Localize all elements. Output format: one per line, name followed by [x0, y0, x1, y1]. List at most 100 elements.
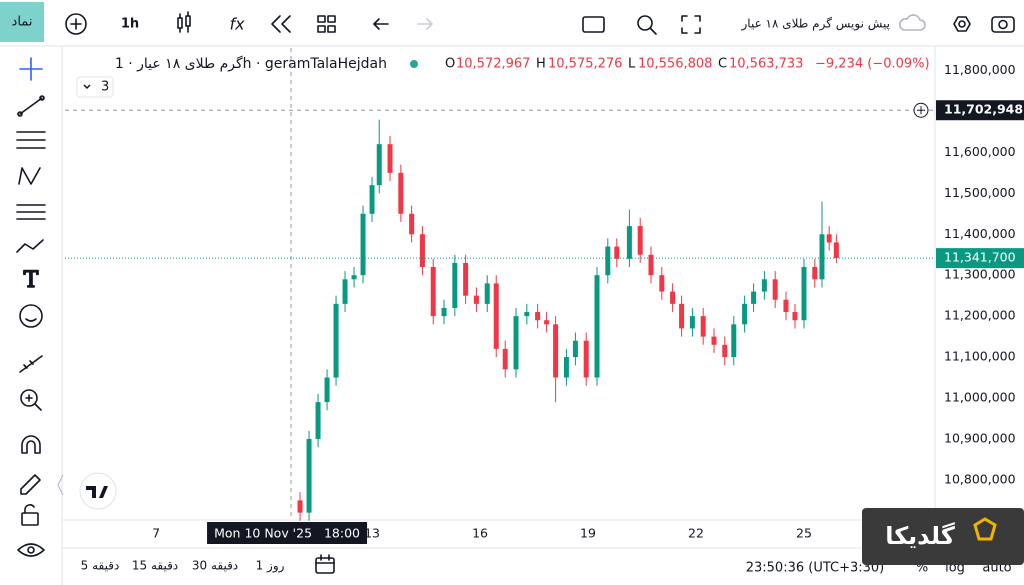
collapse-handle[interactable]: [57, 474, 64, 496]
candle-body: [700, 316, 706, 337]
symbol-label[interactable]: نماد: [12, 15, 33, 30]
candle-body: [626, 226, 632, 259]
candle-body: [369, 185, 375, 214]
candle-body: [637, 226, 643, 255]
candle-body: [430, 267, 436, 317]
crosshair-add-plus: [917, 106, 925, 115]
layouts[interactable]: [317, 15, 336, 33]
symbol-button[interactable]: [0, 2, 44, 42]
legend-value: 10,575,276: [548, 57, 622, 72]
chart-type[interactable]: [177, 11, 191, 33]
candle-body: [419, 234, 425, 268]
legend-key: H: [536, 57, 546, 72]
crosshair-price-label: 11,702,948: [944, 102, 1023, 117]
x-tick-label: 13: [364, 526, 380, 541]
candle-body: [742, 303, 748, 325]
replay[interactable]: [271, 15, 291, 33]
y-tick-label: 11,100,000: [944, 349, 1016, 364]
undo[interactable]: [373, 18, 389, 30]
legend-value: 10,572,967: [456, 57, 530, 72]
range-button[interactable]: 15 دقیقه: [132, 559, 178, 573]
top-toolbar: [0, 0, 1024, 46]
candle-body: [605, 246, 611, 276]
candle-body: [801, 267, 807, 321]
settings[interactable]: [953, 16, 971, 32]
candle-body: [594, 275, 600, 378]
cloud[interactable]: [899, 14, 926, 31]
candle-body: [535, 312, 541, 321]
x-tick-label: 22: [688, 526, 704, 541]
candle-body: [731, 324, 737, 358]
candle-body: [812, 267, 818, 280]
legend-key: L: [628, 57, 636, 72]
indicators-icon[interactable]: fx: [229, 15, 245, 34]
candle-body: [711, 336, 717, 345]
candle-body: [513, 316, 519, 370]
draft-label[interactable]: پیش نویس گرم طلای ۱۸ عیار: [741, 17, 891, 32]
fullscreen-box[interactable]: [582, 16, 605, 33]
candle-body: [783, 299, 789, 313]
candle-body: [409, 213, 415, 235]
x-tick-label: 19: [580, 526, 596, 541]
candle-body: [792, 312, 798, 321]
legend-key: O: [445, 57, 455, 72]
candle-body: [324, 377, 330, 403]
legend-title: گرم طلای ۱۸ عیار · 1h · geramTalaHejdah: [115, 55, 387, 72]
candle-body: [670, 291, 676, 304]
crosshair-price-box: [936, 100, 1024, 121]
candle-body: [502, 348, 508, 370]
expand[interactable]: [681, 15, 701, 34]
watermark-icon: [973, 517, 997, 541]
drawing-tools[interactable]: T: [16, 57, 46, 557]
candle-body: [833, 242, 839, 259]
candle-body: [544, 320, 550, 325]
candle-body: [722, 344, 728, 358]
candle-body: [398, 172, 404, 214]
candle-body: [315, 402, 321, 439]
candle-body: [463, 262, 469, 296]
candle-body: [351, 275, 357, 280]
interval[interactable]: 1h: [121, 17, 139, 32]
watermark-box: [862, 508, 1024, 565]
candle-body: [473, 295, 479, 304]
x-tick-label: 7: [152, 526, 160, 541]
chart: 10,800,000 10,900,000 11,000,000 11,100,000…: [65, 48, 1024, 544]
candle-body: [563, 357, 569, 378]
status-dot: [410, 60, 418, 68]
add-symbol[interactable]: [65, 13, 87, 35]
y-tick-label: 11,800,000: [944, 62, 1016, 77]
candle-body: [333, 303, 339, 378]
last-price-label: 11,341,700: [944, 250, 1016, 265]
search[interactable]: [637, 15, 657, 35]
candle-body: [761, 279, 767, 292]
legend-value: 10,556,808: [638, 57, 712, 72]
chevron[interactable]: [83, 84, 91, 90]
candle-body: [689, 316, 695, 329]
candle-body: [819, 234, 825, 280]
go-to-date[interactable]: [315, 554, 335, 574]
candle-body: [553, 324, 559, 378]
range-button[interactable]: 1 روز: [256, 559, 285, 574]
candle-body: [583, 340, 589, 378]
range-button[interactable]: 30 دقیقه: [192, 559, 238, 573]
legend-key: C: [718, 57, 727, 72]
y-tick-label: 11,600,000: [944, 144, 1016, 159]
legend-change: −9,234 (−0.09%): [815, 57, 930, 72]
candle-body: [659, 275, 665, 292]
snapshot[interactable]: [991, 16, 1015, 33]
candle-body: [826, 234, 832, 243]
indicator-toggle[interactable]: [76, 76, 114, 98]
indicator-count[interactable]: 3: [101, 80, 109, 95]
range-button[interactable]: 5 دقیقه: [81, 559, 120, 573]
candle-body: [387, 144, 393, 173]
candle-body: [441, 307, 447, 317]
candle-body: [751, 291, 757, 304]
crosshair-time-box: [207, 522, 368, 544]
y-tick-label: 10,900,000: [944, 430, 1016, 445]
candle-body: [572, 340, 578, 358]
redo[interactable]: [417, 18, 433, 30]
text-tool[interactable]: T: [23, 267, 40, 294]
y-tick-label: 11,400,000: [944, 226, 1016, 241]
last-price-box: [936, 248, 1024, 269]
